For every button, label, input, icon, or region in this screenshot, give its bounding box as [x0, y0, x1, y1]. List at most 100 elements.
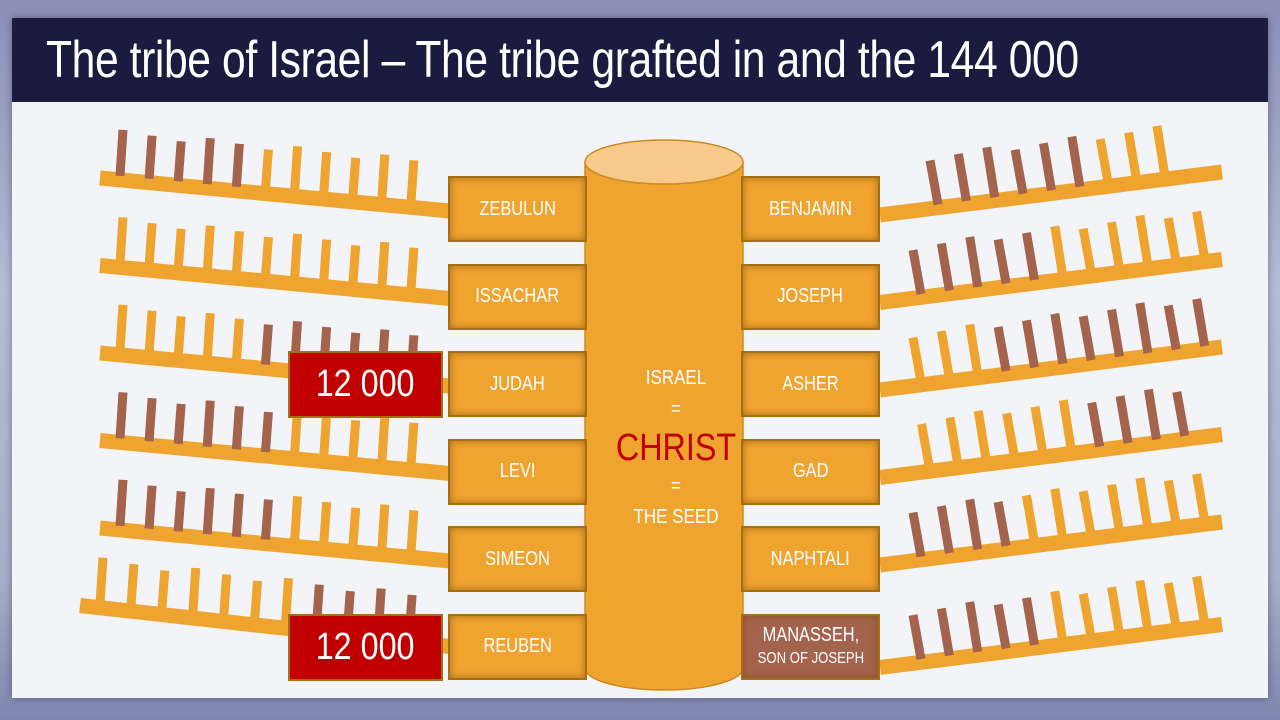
natural-branch — [1078, 490, 1096, 537]
natural-branch — [290, 496, 303, 543]
branch-bar-left — [99, 170, 451, 219]
tribe-box-left: REUBEN — [448, 613, 587, 680]
grafted-branch — [115, 129, 128, 177]
tribe-name: SIMEON — [485, 547, 550, 570]
natural-branch — [406, 422, 419, 467]
natural-branch — [144, 310, 157, 354]
grafted-branch — [173, 141, 186, 182]
natural-branch — [188, 567, 201, 615]
slide: The tribe of Israel – The tribe grafted … — [12, 18, 1268, 698]
title-bar: The tribe of Israel – The tribe grafted … — [12, 18, 1268, 102]
grafted-branch — [260, 324, 273, 365]
grafted-branch — [936, 607, 954, 657]
grafted-branch — [993, 238, 1011, 285]
natural-branch — [260, 149, 273, 190]
pillar-outline — [584, 162, 744, 691]
grafted-branch — [1078, 315, 1096, 362]
grafted-branch — [965, 601, 983, 653]
grafted-branch — [1143, 388, 1161, 441]
tribe-box-left: LEVI — [448, 438, 587, 505]
natural-branch — [1135, 579, 1153, 632]
tribe-box-left: ZEBULUN — [448, 176, 587, 242]
grafted-branch — [936, 242, 954, 292]
branch-bar-right — [879, 427, 1223, 485]
natural-branch — [1163, 479, 1181, 526]
grafted-branch — [1039, 142, 1056, 191]
natural-branch — [1192, 210, 1210, 260]
grafted-branch — [1192, 298, 1210, 347]
grafted-branch — [965, 236, 983, 288]
tribe-name: REUBEN — [483, 635, 552, 657]
tribe-box-right: BENJAMIN — [741, 176, 880, 242]
tribe-name: ZEBULUN — [479, 197, 556, 220]
tribe-name: JOSEPH — [777, 285, 844, 307]
grafted-branch — [965, 498, 983, 551]
grafted-branch — [231, 143, 244, 188]
count-badge: 12 000 — [288, 613, 443, 681]
natural-branch — [157, 570, 170, 611]
natural-branch — [319, 501, 332, 546]
natural-branch — [348, 507, 361, 549]
grafted-branch — [173, 491, 186, 532]
grafted-branch — [231, 406, 244, 450]
natural-branch — [173, 316, 186, 357]
natural-branch — [1050, 488, 1068, 540]
grafted-branch — [1107, 308, 1124, 358]
branch-bar-left — [99, 520, 451, 569]
grafted-branch — [202, 487, 215, 535]
natural-branch — [231, 318, 244, 363]
pillar-top — [584, 139, 744, 185]
natural-branch — [1152, 125, 1170, 177]
natural-branch — [1107, 221, 1124, 270]
grafted-branch — [144, 485, 157, 529]
grafted-branch — [1135, 302, 1153, 354]
tribe-name: LEVI — [499, 460, 536, 482]
natural-branch — [1002, 412, 1020, 459]
natural-branch — [945, 416, 963, 466]
natural-branch — [377, 416, 390, 464]
natural-branch — [1022, 494, 1039, 544]
grafted-branch — [953, 153, 971, 202]
natural-branch — [1192, 575, 1210, 625]
grafted-branch — [260, 411, 273, 453]
grafted-branch — [1163, 304, 1181, 351]
grafted-branch — [925, 159, 943, 206]
branch-bar-right — [879, 617, 1223, 675]
natural-branch — [173, 228, 186, 270]
grafted-branch — [993, 326, 1011, 372]
grafted-branch — [908, 511, 926, 558]
count-label: 12 000 — [316, 363, 415, 405]
natural-branch — [260, 236, 273, 278]
tribe-box-right: ASHER — [741, 351, 880, 417]
natural-branch — [319, 414, 332, 458]
grafted-branch — [202, 400, 215, 447]
tribe-name: ISSACHAR — [475, 285, 560, 307]
branch-bar-right — [879, 514, 1223, 573]
tribe-box-right: NAPHTALI — [741, 526, 880, 592]
natural-branch — [377, 504, 390, 551]
natural-branch — [319, 151, 332, 196]
slide-title: The tribe of Israel – The tribe grafted … — [46, 31, 1079, 89]
natural-branch — [202, 225, 215, 272]
natural-branch — [1095, 138, 1113, 184]
natural-branch — [202, 312, 215, 360]
natural-branch — [1163, 582, 1181, 628]
natural-branch — [1107, 483, 1124, 533]
grafted-branch — [1010, 148, 1028, 195]
branch-bar-right — [879, 164, 1223, 223]
branches-diagram — [79, 125, 1223, 691]
natural-branch — [1192, 473, 1210, 522]
natural-branch — [1163, 217, 1181, 263]
tribe-box-left: ISSACHAR — [448, 263, 587, 330]
christ-label: CHRIST — [615, 427, 737, 469]
grafted-branch — [1067, 135, 1085, 188]
natural-branch — [406, 160, 419, 204]
natural-branch — [936, 330, 954, 379]
natural-branch — [219, 574, 232, 618]
natural-branch — [1050, 590, 1068, 642]
natural-branch — [280, 577, 293, 625]
tribe-box-left: SIMEON — [448, 526, 587, 592]
grafted-branch — [173, 403, 186, 445]
tribe-box-right: GAD — [741, 438, 880, 505]
grafted-branch — [144, 135, 157, 179]
